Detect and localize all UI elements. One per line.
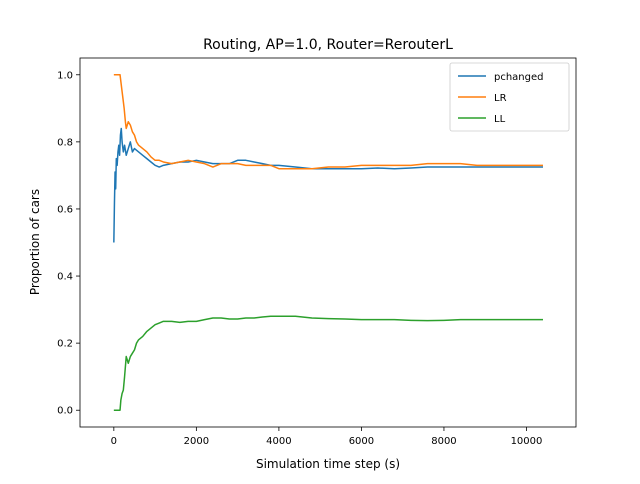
x-tick-label: 0 bbox=[111, 436, 117, 447]
series-line-pchanged bbox=[113, 127, 543, 243]
y-tick-label: 0.6 bbox=[57, 204, 73, 215]
y-tick-label: 0.8 bbox=[57, 137, 73, 148]
legend-items: pchanged LR LL bbox=[458, 72, 544, 125]
axes-frame bbox=[79, 57, 577, 428]
series-layer bbox=[113, 74, 543, 411]
y-axis-ticks: 0.0 0.2 0.4 0.6 0.8 1.0 bbox=[57, 70, 80, 417]
x-axis-label: Simulation time step (s) bbox=[256, 457, 400, 471]
chart-title: Routing, AP=1.0, Router=RerouterL bbox=[203, 37, 453, 53]
legend-label-lr: LR bbox=[494, 93, 507, 104]
legend-box bbox=[449, 62, 570, 132]
y-tick-label: 0.0 bbox=[57, 406, 73, 417]
y-tick-label: 1.0 bbox=[57, 70, 73, 81]
x-tick-label: 10000 bbox=[511, 436, 543, 447]
x-axis-ticks: 0 2000 4000 6000 8000 10000 bbox=[111, 427, 543, 447]
y-tick-label: 0.2 bbox=[57, 339, 73, 350]
series-line-lr bbox=[113, 74, 543, 170]
legend-label-pchanged: pchanged bbox=[494, 72, 544, 83]
y-tick-label: 0.4 bbox=[57, 272, 73, 283]
x-tick-label: 4000 bbox=[266, 436, 291, 447]
plot-area: 0 2000 4000 6000 8000 10000 0.0 0.2 0.4 0.6 0.8 1.… bbox=[57, 57, 577, 447]
x-tick-label: 6000 bbox=[349, 436, 374, 447]
y-axis-label: Proportion of cars bbox=[28, 189, 42, 295]
x-tick-label: 2000 bbox=[184, 436, 209, 447]
legend: pchanged LR LL bbox=[449, 62, 570, 132]
legend-label-ll: LL bbox=[494, 114, 506, 125]
x-tick-label: 8000 bbox=[431, 436, 456, 447]
series-line-ll bbox=[113, 315, 543, 411]
